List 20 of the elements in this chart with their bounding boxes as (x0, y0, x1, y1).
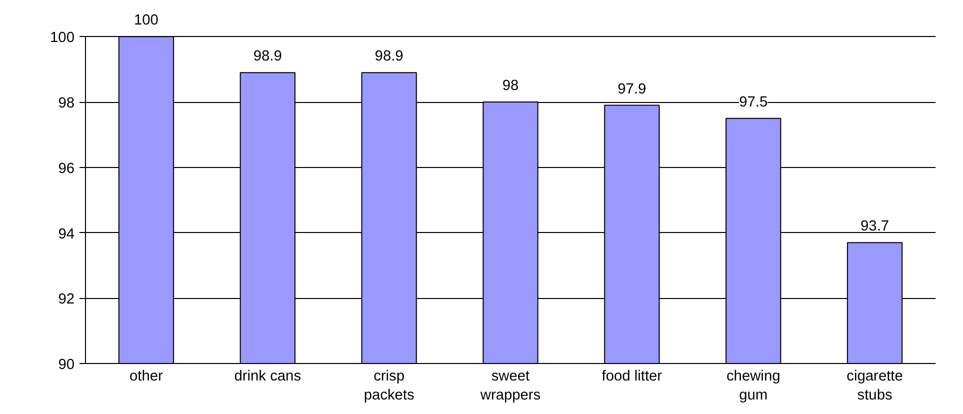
y-tick-label: 94 (58, 226, 75, 242)
data-label: 98 (502, 78, 519, 94)
y-tick-label: 92 (58, 292, 75, 308)
x-tick-label: cigarette stubs (846, 368, 903, 404)
data-label: 93.7 (860, 218, 890, 235)
data-label: 98.9 (253, 48, 282, 65)
data-label: 98.9 (374, 48, 404, 65)
data-label: 100 (134, 12, 158, 29)
data-label: 97.9 (618, 81, 646, 98)
x-tick-label: other (130, 368, 164, 384)
x-tick-label: drink cans (234, 368, 302, 384)
y-tick-label: 98 (58, 96, 75, 112)
y-tick-label: 96 (58, 160, 75, 177)
x-tick-label: food litter (602, 368, 662, 384)
y-tick-label: 100 (50, 30, 75, 46)
x-tick-label: sweet wrappers (479, 368, 541, 404)
x-tick-label: crisp packets (364, 368, 414, 404)
y-tick-label: 90 (58, 357, 75, 373)
data-label: 97.5 (739, 94, 768, 110)
x-tick-label: chewing gum (726, 368, 780, 404)
